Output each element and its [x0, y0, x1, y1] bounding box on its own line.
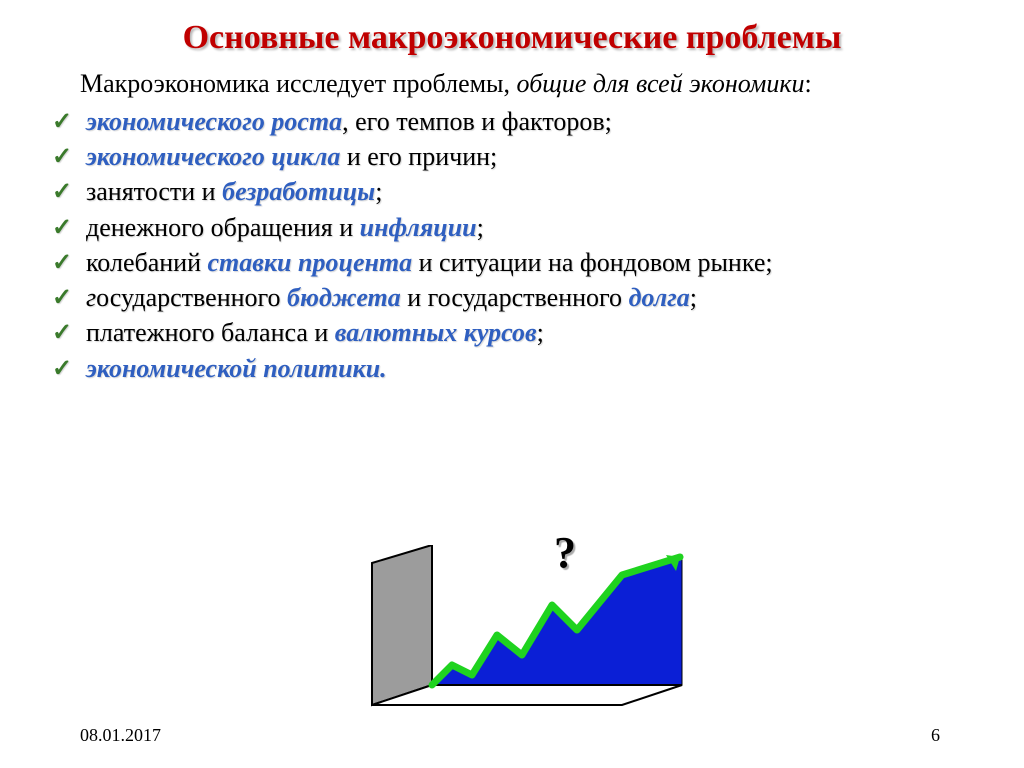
list-item: ✓ занятости и безработицы; [44, 175, 980, 208]
list-text: , его темпов и факторов; [342, 107, 612, 136]
checkmark-icon: ✓ [52, 318, 72, 349]
list-item: ✓ денежного обращения и инфляции; [44, 211, 980, 244]
list-text: осударственного [96, 283, 287, 312]
slide: Основные макроэкономические проблемы Мак… [0, 0, 1024, 768]
list-item: ✓ колебаний ставки процента и ситуации н… [44, 246, 980, 279]
emphasis-text: ставки процента [208, 248, 413, 277]
emphasis-text: валютных курсов [335, 318, 537, 347]
list-text: и государственного [401, 283, 629, 312]
footer-date: 08.01.2017 [80, 725, 161, 746]
emphasis-text: инфляции [360, 213, 477, 242]
emphasis-text: безработицы [222, 177, 375, 206]
list-item: ✓ экономического цикла и его причин; [44, 140, 980, 173]
list-text: платежного баланса и [86, 318, 335, 347]
list-item: ✓ экономического роста, его темпов и фак… [44, 105, 980, 138]
list-item: ✓ платежного баланса и валютных курсов; [44, 316, 980, 349]
list-text: ; [690, 283, 697, 312]
chart-svg [362, 545, 692, 730]
checkmark-icon: ✓ [52, 177, 72, 208]
intro-tail: : [805, 69, 812, 98]
checkmark-icon: ✓ [52, 142, 72, 173]
emphasis-text: экономического роста [86, 107, 342, 136]
slide-title: Основные макроэкономические проблемы [44, 18, 980, 57]
bullet-list: ✓ экономического роста, его темпов и фак… [44, 105, 980, 385]
list-text: занятости и [86, 177, 222, 206]
emphasis-text: долга [629, 283, 690, 312]
list-text: ; [477, 213, 484, 242]
checkmark-icon: ✓ [52, 107, 72, 138]
emphasis-text: экономического цикла [86, 142, 340, 171]
intro-lead: Макроэкономика исследует проблемы, [80, 69, 517, 98]
list-text: ; [537, 318, 544, 347]
intro-paragraph: Макроэкономика исследует проблемы, общие… [80, 67, 980, 101]
intro-italic: общие для всей экономики [517, 69, 805, 98]
list-text: и его причин; [340, 142, 497, 171]
checkmark-icon: ✓ [52, 248, 72, 279]
list-text: ; [375, 177, 382, 206]
emphasis-text: экономической политики. [86, 354, 387, 383]
emphasis-text: бюджета [287, 283, 401, 312]
list-text: денежного обращения и [86, 213, 360, 242]
checkmark-icon: ✓ [52, 354, 72, 385]
list-text: г [86, 283, 96, 312]
list-text: и ситуации на фондовом рынке; [412, 248, 772, 277]
question-mark-icon: ? [554, 527, 576, 578]
list-item: ✓ государственного бюджета и государстве… [44, 281, 980, 314]
checkmark-icon: ✓ [52, 213, 72, 244]
checkmark-icon: ✓ [52, 283, 72, 314]
list-text: колебаний [86, 248, 208, 277]
list-item: ✓ экономической политики. [44, 352, 980, 385]
footer-page-number: 6 [931, 725, 940, 746]
growth-chart: ? [362, 545, 692, 730]
